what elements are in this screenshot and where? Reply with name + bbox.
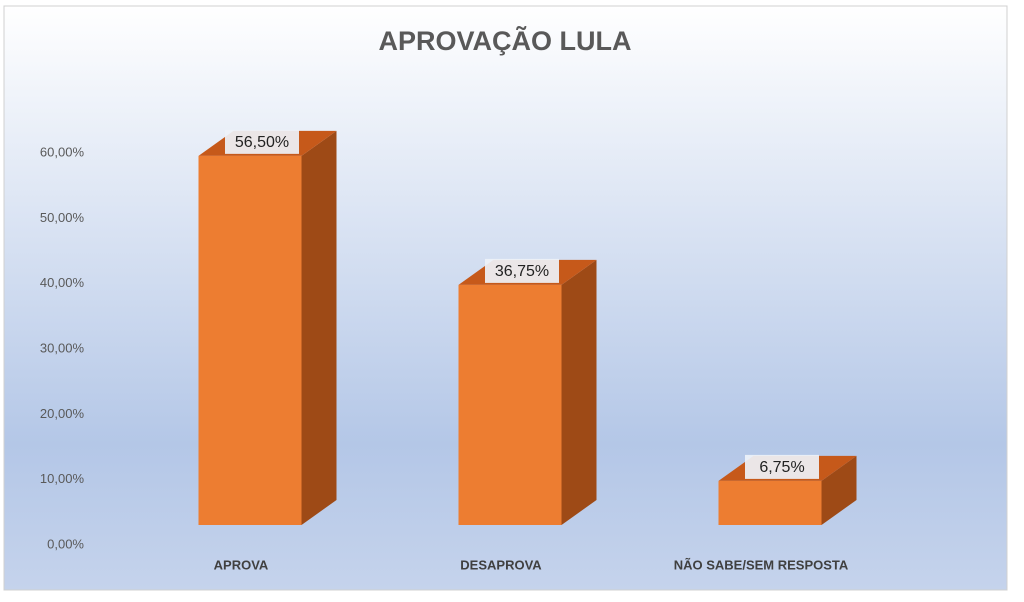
x-tick-label: APROVA <box>214 557 269 572</box>
bar-front <box>198 155 302 525</box>
y-tick-label: 30,00% <box>40 340 85 355</box>
y-tick-label: 20,00% <box>40 406 85 421</box>
chart-title: APROVAÇÃO LULA <box>379 25 632 56</box>
y-tick-label: 0,00% <box>47 536 84 551</box>
data-label-box <box>225 129 299 154</box>
bar <box>458 259 597 525</box>
bar-side <box>561 259 597 525</box>
data-label: 56,50% <box>235 134 289 151</box>
bar <box>198 130 337 525</box>
y-tick-label: 60,00% <box>40 144 85 159</box>
bar-side <box>301 130 337 525</box>
data-label-box <box>745 454 819 479</box>
bar-front <box>458 284 562 525</box>
y-tick-label: 50,00% <box>40 210 85 225</box>
data-label: 36,75% <box>495 263 549 280</box>
data-label-box <box>485 258 559 283</box>
bar-front <box>718 480 822 525</box>
data-label: 6,75% <box>759 459 804 476</box>
y-tick-label: 10,00% <box>40 471 85 486</box>
x-tick-label: NÃO SABE/SEM RESPOSTA <box>674 557 849 572</box>
bar-side <box>821 455 857 525</box>
y-tick-label: 40,00% <box>40 275 85 290</box>
x-tick-label: DESAPROVA <box>460 557 542 572</box>
